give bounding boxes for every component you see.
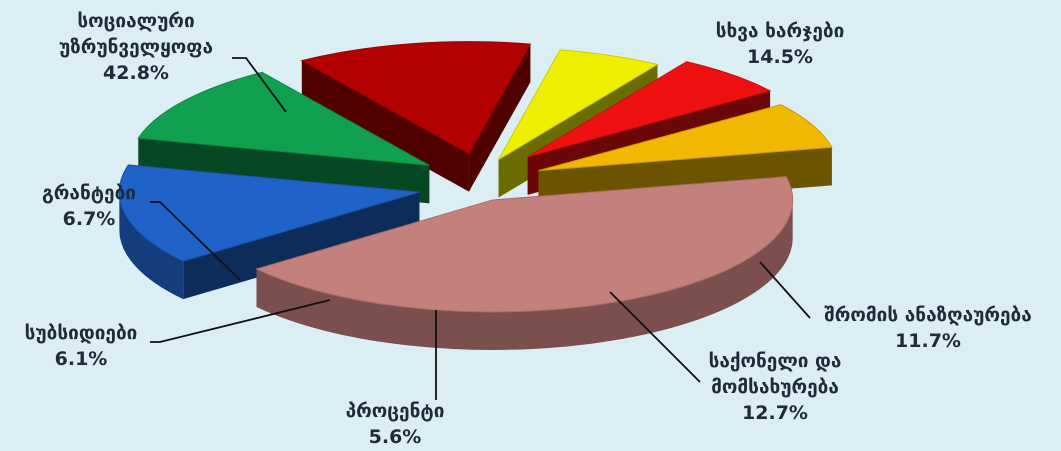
pie-slices	[118, 41, 833, 350]
leader-line-grants	[150, 201, 241, 281]
slice-label-labour-line1: შრომის ანაზღაურება	[824, 304, 1032, 326]
pie-slice-goods	[300, 41, 532, 192]
pie-slice-other-top	[118, 164, 420, 262]
slice-value-other: 14.5%	[747, 46, 813, 68]
pie-slice-labour-top	[137, 71, 430, 166]
pie-slice-goods-wall-1	[468, 44, 531, 192]
leader-line-goods	[609, 291, 701, 383]
slice-label-interest: პროცენტი 5.6%	[330, 398, 460, 450]
slice-label-grants: გრანტები 6.7%	[24, 180, 154, 232]
slice-label-social-line2: უზრუნველყოფა	[59, 36, 213, 58]
pie-slice-social	[255, 176, 794, 350]
pie-slice-goods-wall-0	[301, 60, 469, 192]
slice-label-social: სოციალური უზრუნველყოფა 42.8%	[26, 8, 246, 86]
slice-label-interest-line1: პროცენტი	[345, 400, 445, 422]
slice-label-subsidies: სუბსიდიები 6.1%	[6, 320, 156, 372]
slice-value-goods: 12.7%	[742, 402, 808, 424]
slice-label-goods-line1: საქონელი და	[708, 350, 842, 372]
slice-label-goods: საქონელი და მომსახურება 12.7%	[680, 348, 870, 426]
slice-label-subsidies-line1: სუბსიდიები	[24, 322, 138, 344]
slice-label-other: სხვა ხარჯები 14.5%	[680, 18, 880, 70]
leader-line-subsidies	[150, 299, 331, 343]
leader-line-labour	[759, 261, 811, 319]
slice-value-interest: 5.6%	[368, 426, 422, 448]
slice-label-goods-line2: მომსახურება	[711, 376, 839, 398]
pie-slice-interest-top	[497, 49, 659, 161]
slice-label-grants-line1: გრანტები	[41, 182, 137, 204]
slice-value-subsidies: 6.1%	[54, 348, 108, 370]
pie-slice-other	[118, 164, 420, 300]
pie-slice-social-side-0	[256, 199, 793, 350]
slice-value-labour: 11.7%	[895, 330, 961, 352]
slice-value-social: 42.8%	[103, 62, 169, 84]
slice-value-grants: 6.7%	[62, 208, 116, 230]
leader-line-social	[232, 57, 287, 113]
pie-slice-subsidies-top	[527, 61, 772, 158]
pie-slice-other-side-0	[119, 192, 184, 300]
leader-lines	[150, 57, 811, 400]
slice-label-social-line1: სოციალური	[77, 10, 195, 32]
slice-label-other-line1: სხვა ხარჯები	[715, 20, 845, 42]
pie-slice-grants-top	[538, 104, 833, 172]
pie-slice-goods-top	[300, 41, 532, 155]
slice-label-labour: შრომის ანაზღაურება 11.7%	[800, 302, 1056, 354]
